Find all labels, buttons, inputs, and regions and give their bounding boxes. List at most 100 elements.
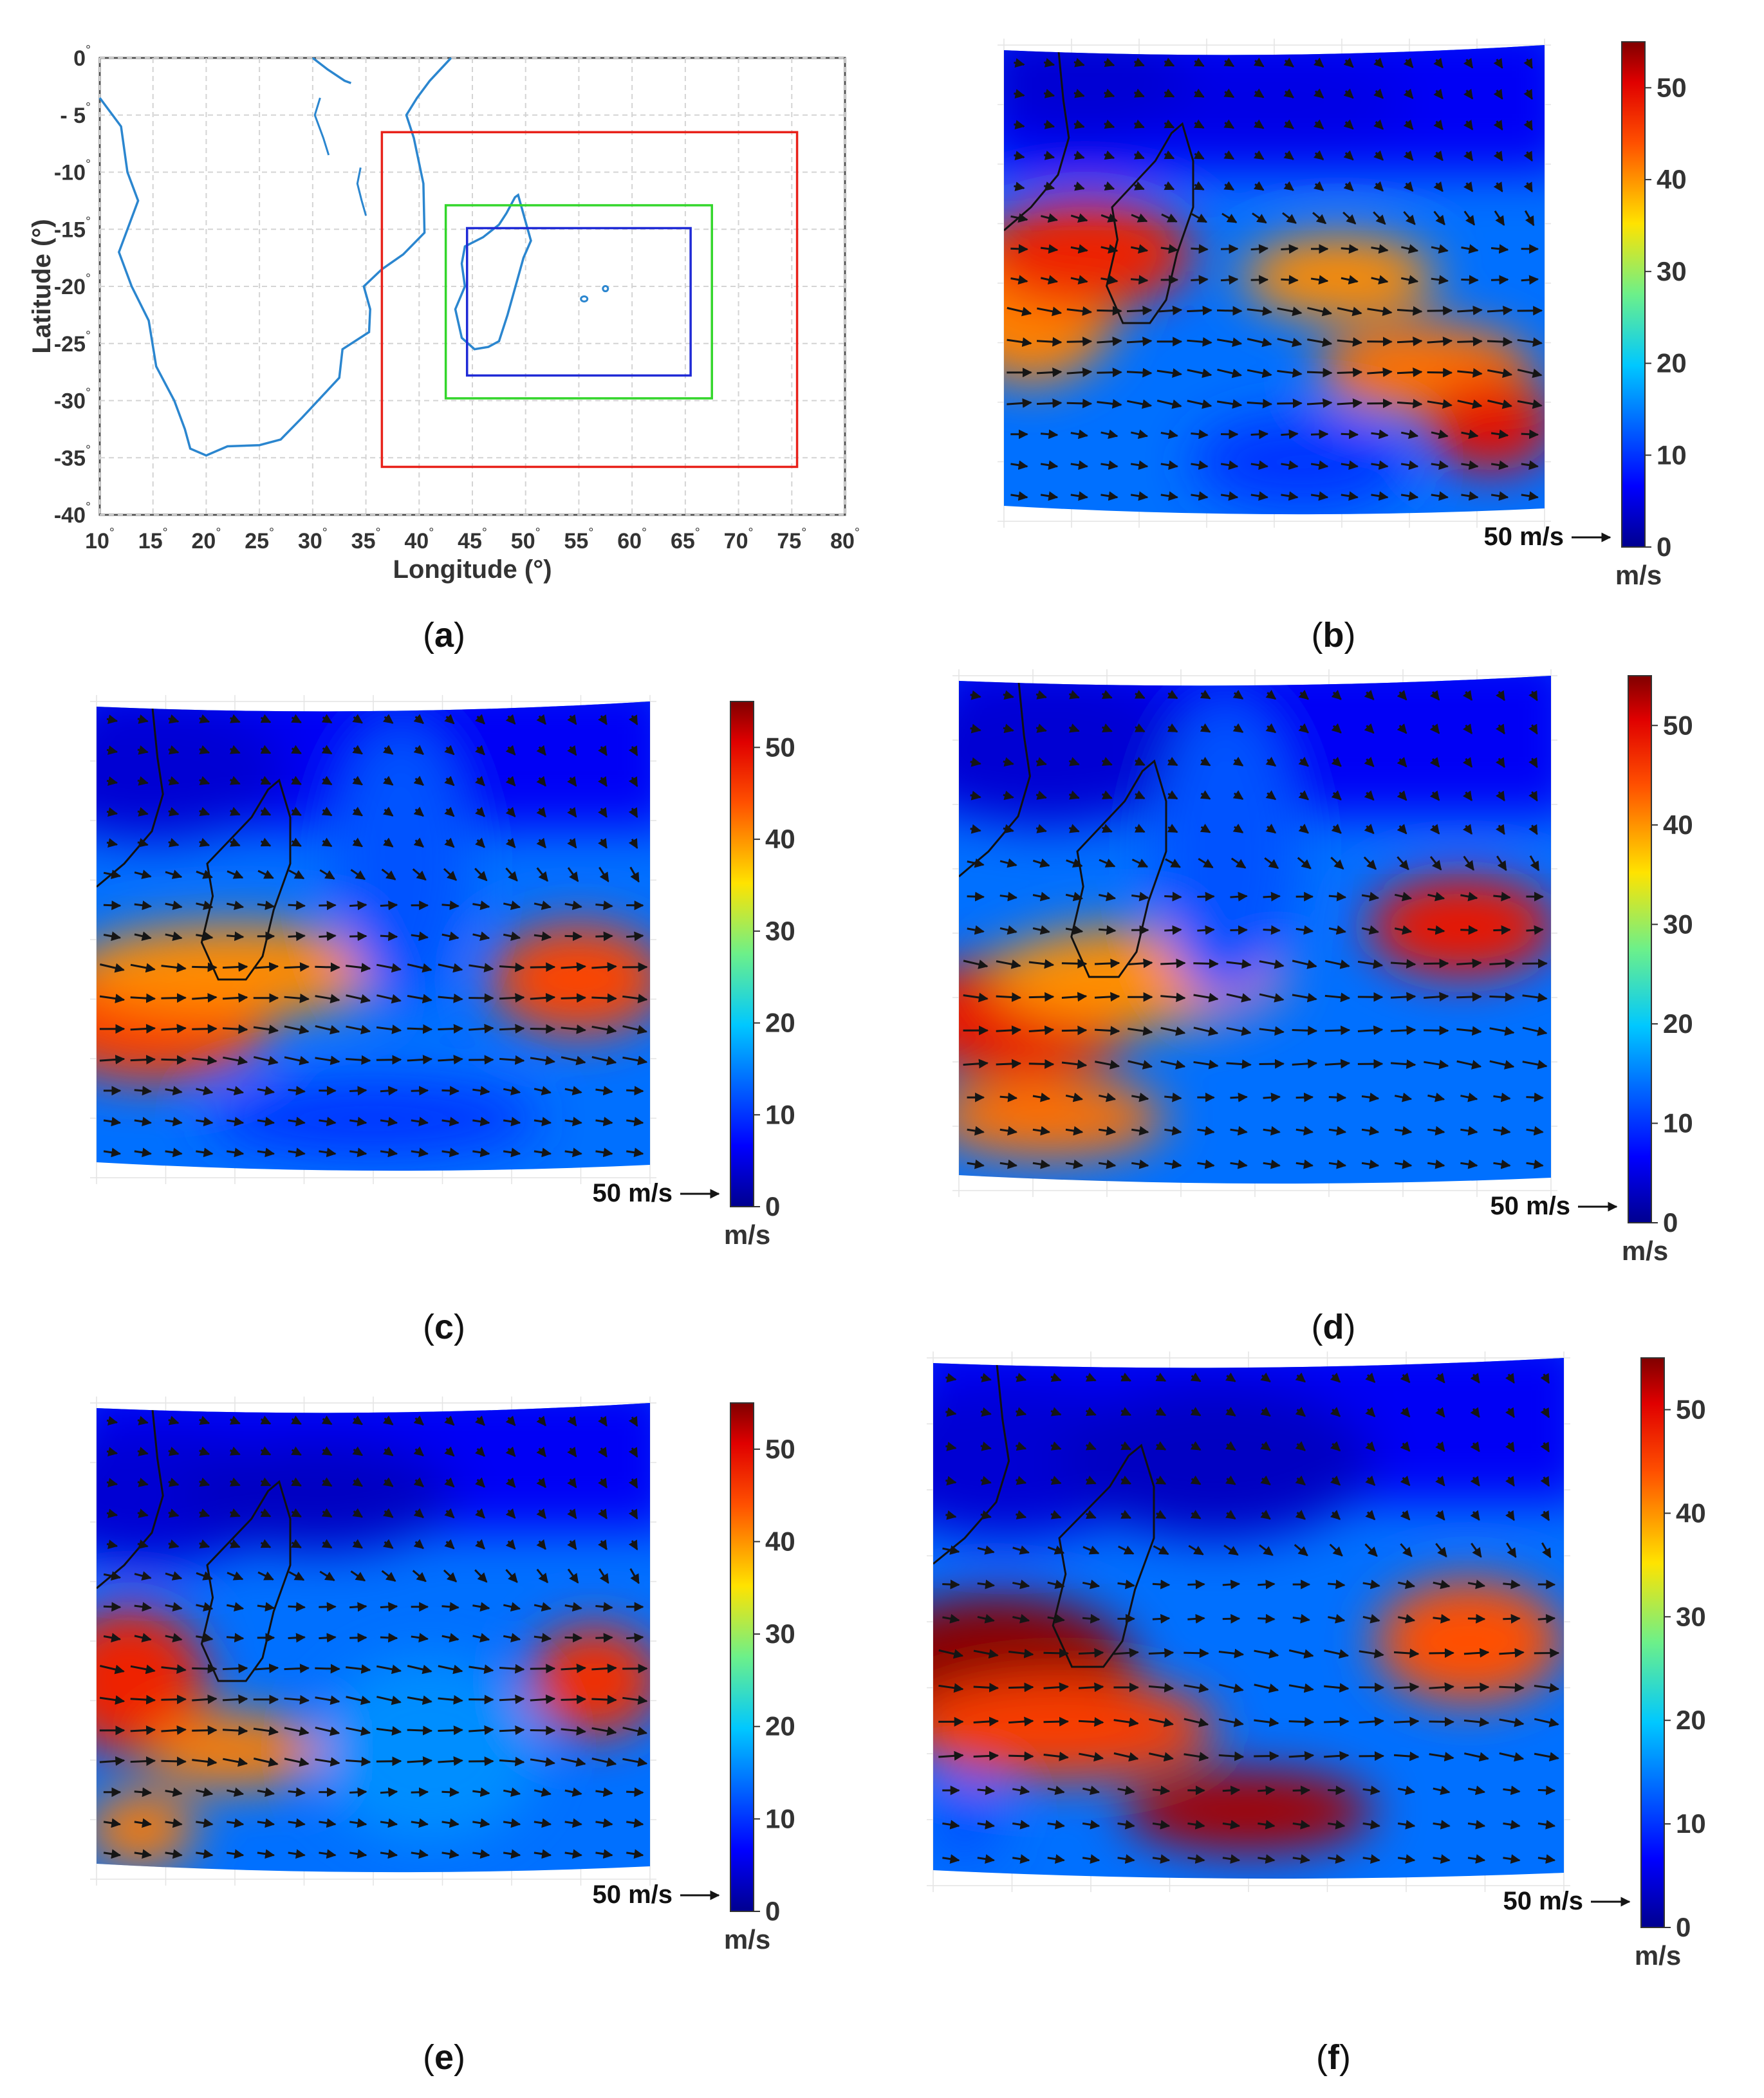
wind-vector-arrow: [1263, 1092, 1281, 1102]
wind-vector-arrow: [1128, 1026, 1153, 1036]
wind-vector-arrow: [226, 1818, 245, 1828]
y-tick-label: -35°: [54, 443, 91, 470]
wind-vector-arrow: [199, 714, 210, 723]
wind-vector-arrow: [1164, 119, 1175, 129]
wind-vector-arrow: [1373, 57, 1384, 68]
wind-vector-arrow: [561, 961, 587, 972]
x-tick-label: 30°: [298, 526, 328, 553]
wind-vector-arrow: [564, 1117, 582, 1127]
colorbar-tick-label: 10: [1657, 440, 1687, 470]
wind-vector-arrow: [1367, 306, 1393, 317]
wind-vector-arrow: [503, 900, 521, 911]
colorbar-tick-label: 20: [1663, 1008, 1693, 1039]
x-tick-label: 10°: [85, 526, 115, 553]
wind-vector-arrow: [130, 1725, 156, 1735]
wind-vector-arrow: [973, 1682, 999, 1693]
wind-vector-arrow: [1277, 337, 1303, 348]
wind-vector-arrow: [1313, 88, 1324, 99]
wind-vector-arrow: [161, 1023, 187, 1034]
wind-vector-arrow: [1102, 690, 1113, 699]
coastlines: [98, 57, 609, 457]
wind-vector-arrow: [1463, 181, 1474, 192]
wind-vector-arrow: [319, 1849, 337, 1859]
colorbar-tick-label: 50: [1676, 1394, 1706, 1424]
wind-vector-arrow: [503, 1787, 521, 1797]
wind-vector-arrow: [1068, 824, 1080, 833]
wind-vector-arrow: [165, 931, 183, 942]
wind-vector-arrow: [288, 1818, 306, 1828]
wind-vector-arrow: [438, 1756, 463, 1766]
wind-vector-arrow: [1003, 690, 1014, 700]
wind-speed-region: [489, 924, 650, 1035]
wind-speed-region: [97, 1606, 208, 1756]
wind-vector-arrow: [1167, 756, 1178, 766]
wind-vector-arrow: [591, 1694, 617, 1705]
wind-vector-arrow: [1131, 1159, 1149, 1169]
wind-vector-arrow: [999, 858, 1017, 868]
wind-vector-arrow: [1003, 790, 1014, 801]
wind-vector-arrow: [1068, 757, 1080, 766]
wind-vector-arrow: [165, 869, 183, 879]
wind-vector-arrow: [444, 745, 455, 756]
wind-vector-arrow: [1341, 491, 1359, 501]
wind-vector-arrow: [567, 1415, 577, 1427]
africa-coast-outline: [1004, 45, 1070, 232]
wind-vector-arrow: [319, 1602, 337, 1612]
wind-vector-arrow: [499, 1055, 525, 1065]
wind-vector-arrow: [321, 837, 333, 848]
wind-vector-arrow: [130, 1664, 156, 1675]
wind-vector-arrow: [319, 1633, 337, 1643]
wind-vector-arrow: [291, 1539, 302, 1548]
wind-speed-region: [1193, 416, 1409, 508]
wind-vector-arrow: [1312, 212, 1327, 225]
wind-vector-arrow: [1400, 244, 1419, 254]
wind-vector-arrow: [315, 1695, 340, 1705]
wind-vector-arrow: [1164, 88, 1175, 98]
wind-vector-arrow: [536, 1508, 546, 1519]
wind-vector-arrow: [591, 1757, 617, 1767]
wind-speed-region: [959, 676, 1196, 826]
wind-vector-arrow: [1281, 491, 1299, 501]
colorbar-tick-label: 20: [765, 1008, 795, 1038]
wind-vector-arrow: [534, 1086, 552, 1095]
wind-vector-arrow: [567, 1568, 579, 1584]
wind-vector-arrow: [161, 962, 187, 972]
wind-vector-arrow: [1394, 1159, 1413, 1169]
wind-vector-arrow: [438, 1694, 463, 1705]
wind-vector-arrow: [226, 900, 245, 911]
colorbar-tick-label: 50: [1663, 710, 1693, 740]
wind-vector-arrow: [284, 1664, 310, 1674]
wind-speed-region: [1139, 54, 1409, 147]
wind-vector-arrow: [315, 1664, 340, 1674]
wind-vector-arrow: [1493, 1126, 1511, 1136]
wind-vector-arrow: [999, 1159, 1018, 1169]
wind-vector-arrow: [376, 1756, 402, 1767]
wind-vector-arrow: [1331, 756, 1342, 767]
wind-vector-arrow: [315, 1025, 340, 1035]
wind-vector-arrow: [1250, 244, 1269, 254]
wind-vector-arrow: [130, 1694, 156, 1705]
wind-vector-arrow: [291, 837, 302, 847]
wind-vector-arrow: [628, 1416, 638, 1427]
wind-vector-arrow: [1070, 429, 1088, 440]
wind-vector-arrow: [505, 1477, 516, 1488]
wind-vector-arrow: [1282, 212, 1297, 224]
wind-vector-arrow: [505, 806, 516, 817]
wind-vector-arrow: [622, 1025, 648, 1035]
wind-vector-arrow: [196, 931, 214, 942]
wind-vector-arrow: [622, 1695, 648, 1705]
x-axis-label: Longitude (°): [393, 555, 552, 584]
madagascar-outline: [1070, 759, 1167, 978]
wind-vector-arrow: [626, 1086, 644, 1096]
wind-vector-arrow: [567, 714, 577, 725]
wind-vector-arrow: [1230, 857, 1247, 869]
wind-vector-arrow: [561, 1694, 587, 1705]
wind-vector-arrow: [1160, 1060, 1186, 1070]
wind-speed-region: [1004, 45, 1193, 138]
wind-vector-arrow: [199, 1477, 210, 1487]
wind-vector-arrow: [1167, 723, 1178, 733]
wind-vector-arrow: [1230, 1092, 1248, 1102]
wind-vector-arrow: [257, 869, 274, 879]
wind-vector-arrow: [1232, 823, 1244, 833]
wind-vector-arrow: [1161, 213, 1178, 223]
